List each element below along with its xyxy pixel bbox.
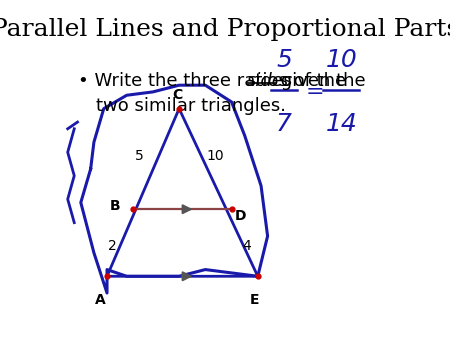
Text: E: E <box>250 293 259 307</box>
Text: C: C <box>172 88 183 102</box>
Text: • Write the three ratios of the: • Write the three ratios of the <box>77 72 351 90</box>
Text: A: A <box>95 293 106 307</box>
Text: 10: 10 <box>325 48 357 72</box>
Text: B: B <box>109 199 120 213</box>
Text: =: = <box>306 82 324 102</box>
Text: 14: 14 <box>325 112 357 136</box>
Text: sides: sides <box>247 72 293 90</box>
Text: given the: given the <box>275 72 365 90</box>
Text: two similar triangles.: two similar triangles. <box>95 97 286 115</box>
Text: 10: 10 <box>207 149 224 163</box>
Text: D: D <box>235 209 246 223</box>
Text: 5: 5 <box>276 48 292 72</box>
Text: 7: 7 <box>276 112 292 136</box>
Text: 2: 2 <box>108 239 116 253</box>
Text: 4: 4 <box>242 239 251 253</box>
Text: Parallel Lines and Proportional Parts: Parallel Lines and Proportional Parts <box>0 18 450 41</box>
Text: 5: 5 <box>135 149 144 163</box>
